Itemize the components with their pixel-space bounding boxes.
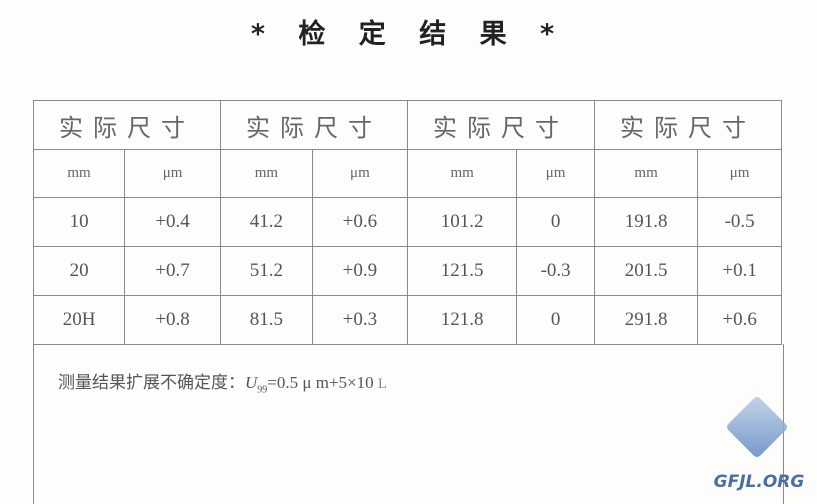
cell: 101.2 — [406, 197, 518, 247]
unit-cell: mm — [593, 149, 699, 198]
unit-cell: mm — [32, 149, 126, 198]
logo-text: GFJL.ORG — [713, 472, 805, 492]
cell: 291.8 — [593, 295, 699, 345]
cell: +0.1 — [697, 246, 782, 296]
cell: +0.8 — [124, 295, 221, 345]
cell: 0 — [516, 197, 595, 247]
note-formula: =0.5 μ m+5×10 — [267, 373, 374, 392]
note-tail: L — [377, 376, 388, 392]
table-row: 20 +0.7 51.2 +0.9 121.5 -0.3 201.5 +0.1 — [32, 246, 782, 296]
unit-cell: μm — [516, 149, 595, 198]
note-symbol: U — [245, 373, 258, 392]
unit-cell: μm — [697, 149, 782, 198]
cell: 41.2 — [219, 197, 313, 247]
cell: +0.3 — [311, 295, 408, 345]
cell: +0.6 — [311, 197, 408, 247]
table-header-row: 实际尺寸 实际尺寸 实际尺寸 实际尺寸 — [33, 100, 783, 150]
unit-cell: μm — [311, 149, 408, 198]
uncertainty-note: 测量结果扩展不确定度：U99=0.5 μ m+5×10 L — [58, 368, 387, 395]
header-actual-size: 实际尺寸 — [219, 100, 408, 150]
cell: 201.5 — [593, 246, 699, 296]
unit-cell: mm — [219, 149, 313, 198]
units-row: mm μm mm μm mm μm mm μm — [32, 149, 782, 198]
table-row: 20H +0.8 81.5 +0.3 121.8 0 291.8 +0.6 — [32, 295, 782, 345]
header-actual-size: 实际尺寸 — [33, 100, 221, 150]
note-label: 测量结果扩展不确定度： — [58, 373, 245, 392]
cell: 81.5 — [219, 295, 313, 345]
cell: -0.5 — [697, 197, 782, 247]
unit-cell: mm — [406, 149, 518, 198]
cell: 20 — [32, 246, 126, 296]
logo-icon — [725, 395, 789, 459]
header-actual-size: 实际尺寸 — [406, 100, 595, 150]
header-actual-size: 实际尺寸 — [593, 100, 783, 150]
table-row: 10 +0.4 41.2 +0.6 101.2 0 191.8 -0.5 — [32, 197, 782, 247]
cell: 0 — [516, 295, 595, 345]
cell: 10 — [32, 197, 126, 247]
cell: +0.7 — [124, 246, 221, 296]
cell: +0.4 — [124, 197, 221, 247]
cell: 191.8 — [593, 197, 699, 247]
page-title: * 检 定 结 果 * — [250, 19, 567, 50]
cell: 121.5 — [406, 246, 518, 296]
cell: 51.2 — [219, 246, 313, 296]
cell: +0.9 — [311, 246, 408, 296]
unit-cell: μm — [124, 149, 221, 198]
note-subscript: 99 — [257, 384, 268, 396]
calibration-results-table: 实际尺寸 实际尺寸 实际尺寸 实际尺寸 mm μm mm μm mm μm mm… — [32, 100, 783, 345]
cell: 121.8 — [406, 295, 518, 345]
cell: 20H — [32, 295, 126, 345]
watermark-logo: GFJL.ORG — [709, 395, 809, 492]
cell: -0.3 — [516, 246, 595, 296]
cell: +0.6 — [697, 295, 782, 345]
